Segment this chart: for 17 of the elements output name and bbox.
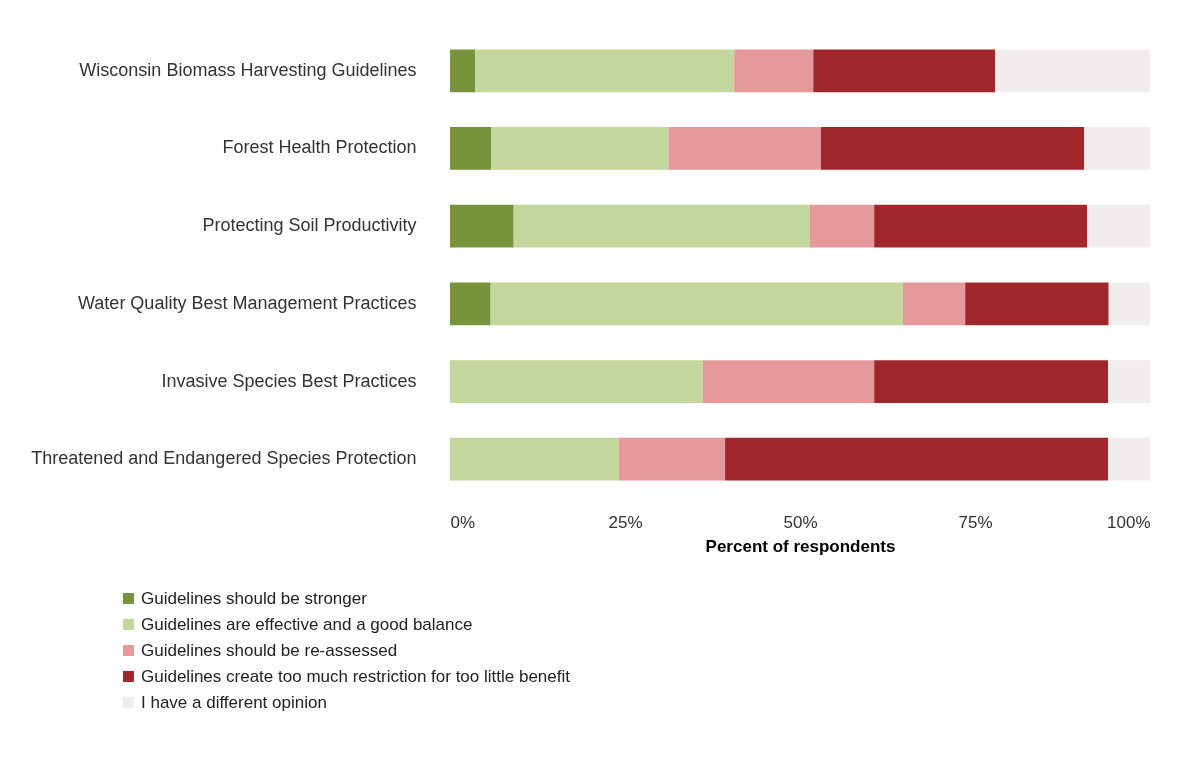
x-tick-label: 50% [783,512,818,532]
y-tick-label: Invasive Species Best Practices [161,370,417,391]
x-tick-label: 25% [608,512,643,532]
legend-label: Guidelines should be stronger [141,588,368,608]
y-tick-label: Threatened and Endangered Species Protection [31,448,417,469]
y-tick-label: Protecting Soil Productivity [202,215,417,236]
x-tick-label: 100% [1107,512,1151,532]
legend-label: I have a different opinion [141,692,327,712]
y-tick-label: Forest Health Protection [222,137,417,158]
y-tick-label: Water Quality Best Management Practices [78,292,417,313]
legend-label: Guidelines should be re-assessed [141,640,398,660]
legend-label: Guidelines create too much restriction for too little benefit [141,666,571,686]
y-tick-label: Wisconsin Biomass Harvesting Guidelines [79,59,417,80]
x-tick-label: 75% [958,512,993,532]
x-tick-label: 0% [450,512,476,532]
x-axis-title: Percent of respondents [705,536,896,556]
legend-label: Guidelines are effective and a good balance [141,614,473,634]
